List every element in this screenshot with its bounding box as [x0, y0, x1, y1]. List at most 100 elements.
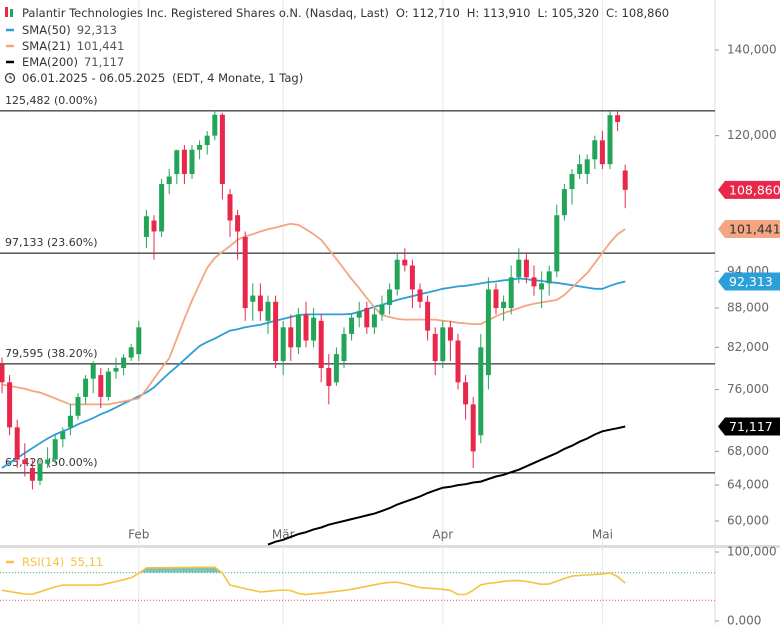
fib-label: 65,420 (50.00%)	[5, 456, 98, 469]
candle-body	[417, 289, 423, 302]
candle-body	[29, 467, 35, 481]
legend-label: EMA(200) 71,117	[22, 55, 124, 69]
candle-body	[447, 327, 453, 341]
candle-body	[546, 271, 552, 284]
candle-body	[478, 347, 484, 436]
candle-body	[349, 317, 355, 334]
price-tag-label: 108,860	[729, 182, 780, 197]
legend-value: 92,313	[77, 23, 117, 37]
candle-body	[356, 311, 362, 318]
candle-body	[128, 347, 134, 358]
date-range: 06.01.2025 - 06.05.2025 (EDT, 4 Monate, 1…	[22, 71, 303, 85]
candle-body	[607, 115, 613, 165]
candle-body	[250, 295, 256, 302]
indicator-line	[1, 222, 626, 406]
x-tick-label: Apr	[432, 528, 453, 542]
candle-body	[311, 317, 317, 341]
candle-body	[501, 301, 507, 309]
candle-body	[584, 159, 590, 175]
candle-body	[151, 220, 157, 232]
candle-body	[409, 265, 415, 290]
rsi-line	[1, 566, 626, 596]
candle-body	[7, 382, 13, 428]
legend-icon-up	[10, 9, 13, 17]
candle-body	[295, 314, 301, 348]
quote-value: C: 108,860	[606, 6, 669, 20]
candle-body	[554, 215, 560, 272]
candle-body	[181, 149, 187, 175]
candle-body	[52, 439, 58, 460]
candle-body	[333, 354, 339, 383]
candle-body	[204, 135, 210, 146]
indicator-line	[267, 425, 626, 546]
candle-body	[577, 164, 583, 175]
legend-name: RSI(14)	[22, 555, 64, 569]
legend-value: 101,441	[77, 39, 125, 53]
candle-body	[470, 404, 476, 452]
fib-label: 97,133 (23.60%)	[5, 236, 98, 249]
candle-body	[67, 415, 73, 428]
candle-body	[402, 259, 408, 266]
price-tag	[718, 220, 780, 239]
candle-body	[592, 140, 598, 160]
candle-body	[326, 368, 332, 386]
y-tick-label: 60,000	[727, 513, 769, 527]
price-tag-label: 92,313	[729, 274, 773, 289]
candle-body	[303, 314, 309, 341]
candle-body	[523, 259, 529, 278]
candle-body	[197, 145, 203, 150]
candle-body	[14, 427, 20, 460]
y-tick-label: 140,000	[727, 42, 777, 56]
candle-body	[273, 301, 279, 362]
candle-body	[531, 277, 537, 287]
y-tick-label: 64,000	[727, 478, 769, 492]
candle-body	[212, 114, 218, 136]
date-range-text: 06.01.2025 - 06.05.2025	[22, 71, 165, 85]
candle-body	[599, 140, 605, 165]
y-tick-label: 76,000	[727, 382, 769, 396]
quote-value: O: 112,710	[396, 6, 460, 20]
candle-body	[37, 463, 43, 481]
candle-body	[455, 340, 461, 383]
candle-body	[432, 333, 438, 362]
candle-body	[75, 396, 81, 416]
y-tick-label: 68,000	[727, 444, 769, 458]
candle-body	[288, 327, 294, 348]
candle-body	[265, 301, 271, 321]
x-tick-label: Mai	[592, 528, 613, 542]
candle-body	[371, 314, 377, 328]
fib-label: 125,482 (0.00%)	[5, 94, 98, 107]
candle-body	[235, 215, 241, 232]
price-tag	[718, 272, 780, 291]
legend-label: SMA(21) 101,441	[22, 39, 124, 53]
candle-body	[379, 304, 385, 315]
candle-body	[318, 320, 324, 369]
candle-body	[508, 277, 514, 309]
legend-value: 55,11	[70, 555, 103, 569]
overbought-fill	[2, 567, 626, 573]
quote-value: L: 105,320	[538, 6, 600, 20]
candle-body	[0, 364, 5, 383]
candle-body	[387, 289, 393, 305]
candle-body	[90, 364, 96, 379]
candle-body	[394, 259, 400, 290]
candle-body	[622, 170, 628, 190]
candle-body	[539, 283, 545, 290]
candle-body	[364, 308, 370, 328]
candle-body	[493, 289, 499, 309]
legend-name: SMA(50)	[22, 23, 71, 37]
legend-name: EMA(200)	[22, 55, 78, 69]
price-tag-label: 71,117	[729, 419, 773, 434]
date-range-note: (EDT, 4 Monate, 1 Tag)	[172, 71, 303, 85]
candle-body	[516, 259, 522, 278]
fib-label: 79,595 (38.20%)	[5, 347, 98, 360]
chart-title: Palantir Technologies Inc. Registered Sh…	[22, 6, 669, 20]
price-tag	[718, 417, 780, 436]
candle-body	[257, 295, 263, 312]
candle-body	[159, 184, 165, 232]
title: Palantir Technologies Inc. Registered Sh…	[22, 6, 389, 20]
clock-icon	[4, 72, 16, 84]
candle-body	[463, 382, 469, 405]
rsi-legend: RSI(14) 55,11	[22, 555, 103, 569]
